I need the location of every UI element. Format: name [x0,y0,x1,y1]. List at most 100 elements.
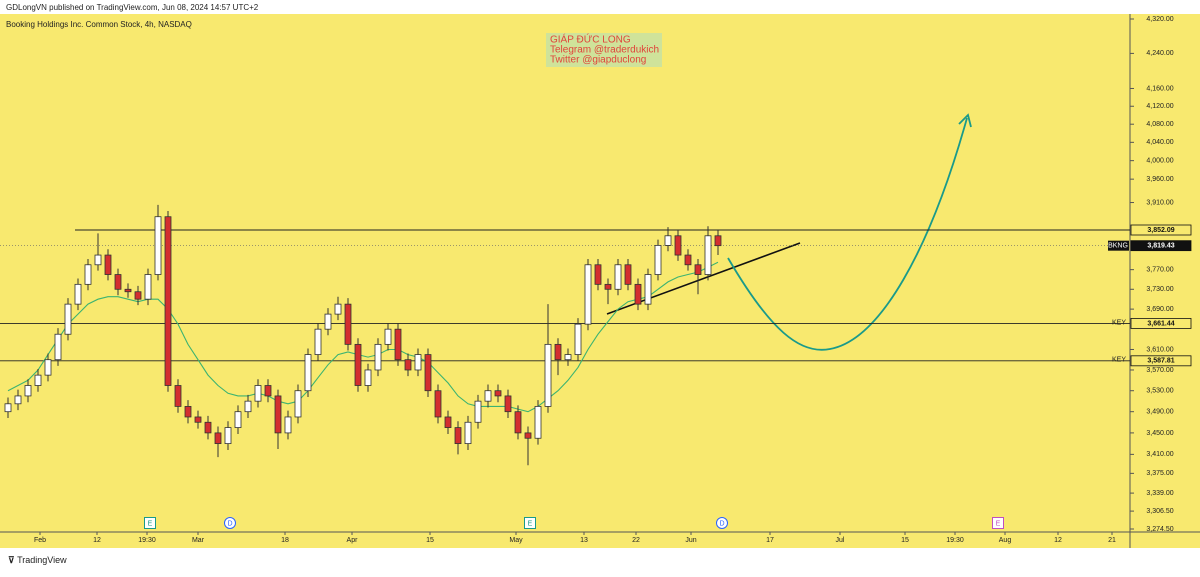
candle-body [224,427,232,445]
event-label: D [719,520,724,527]
x-tick-label: 13 [580,537,588,544]
y-tick-label: 3,770.00 [1146,266,1173,273]
candle-body [274,395,282,434]
candle-body [154,216,162,275]
level-tag: KEY [1112,319,1126,326]
candle-body [344,303,352,345]
event-label: E [996,520,1001,527]
footer-logo-text: ⊽ TradingView [8,555,67,565]
candle-body [564,354,572,361]
projection-arrow [727,117,968,351]
watermark-box [546,33,662,67]
candle-body [74,283,82,305]
candle-body [234,411,242,428]
candle-body [294,390,302,418]
candle-body [164,216,172,386]
x-tick-label: May [509,537,523,544]
candle-body [304,354,312,392]
candle-body [114,274,122,290]
event-badge [716,517,728,529]
price-label-bg [1130,355,1192,367]
y-tick-label: 4,320.00 [1146,16,1173,23]
candle-body [124,288,132,293]
x-tick-label: 12 [93,537,101,544]
candle-body [714,235,722,247]
candle-body [264,385,272,397]
y-tick-label: 3,306.50 [1146,508,1173,515]
candle-body [244,400,252,413]
candle-body [584,264,592,325]
candle-body [494,390,502,397]
candle-body [354,343,362,386]
price-label-bg [1130,224,1192,236]
candle-body [324,313,332,330]
candle-body [384,328,392,345]
y-tick-label: 3,960.00 [1146,176,1173,183]
candle-body [64,303,72,335]
price-label: 3,819.43 [1147,243,1174,250]
watermark-line: GIÁP ĐỨC LONG [550,33,631,46]
x-tick-label: Apr [347,537,359,544]
event-label: D [227,520,232,527]
x-tick-label: 15 [426,537,434,544]
candle-body [544,343,552,407]
y-tick-label: 3,690.00 [1146,306,1173,313]
x-tick-label: 19:30 [138,537,156,544]
moving-average [7,261,719,413]
x-tick-label: 22 [632,537,640,544]
symbol-tag-bg [1108,240,1128,251]
candle-body [204,421,212,434]
x-tick-label: 17 [766,537,774,544]
x-tick-label: Jun [685,537,696,544]
arrow-head [958,113,972,128]
candle-body [474,400,482,423]
candle-body [334,303,342,315]
y-tick-label: 3,910.00 [1146,199,1173,206]
candle-body [634,283,642,305]
candle-body [84,264,92,285]
candle-body [614,264,622,290]
candle-body [694,264,702,275]
y-tick-label: 4,040.00 [1146,139,1173,146]
y-tick-label: 4,000.00 [1146,157,1173,164]
candle-body [184,406,192,418]
candle-body [604,283,612,290]
x-tick-label: 19:30 [946,537,964,544]
event-badge [992,517,1004,529]
watermark-line: Telegram @traderdukich [550,45,659,56]
y-tick-label: 3,450.00 [1146,430,1173,437]
watermark-line: Twitter @giapduclong [550,55,646,66]
candle-body [684,254,692,266]
y-tick-label: 3,375.00 [1146,470,1173,477]
event-label: E [148,520,153,527]
candle-body [464,421,472,445]
candle-body [654,244,662,275]
candle-body [214,432,222,445]
y-tick-label: 4,120.00 [1146,103,1173,110]
x-tick-label: Mar [192,537,205,544]
event-badge [144,517,156,529]
x-tick-label: 21 [1108,537,1116,544]
candle-body [174,385,182,407]
candle-body [434,390,442,418]
candle-body [314,328,322,355]
x-tick-label: 12 [1054,537,1062,544]
x-tick-label: 15 [901,537,909,544]
candle-body [404,359,412,371]
candle-body [34,374,42,386]
candle-body [4,403,12,413]
candle-body [444,416,452,428]
candle-body [644,274,652,305]
candle-body [484,390,492,402]
candle-body [414,354,422,371]
candle-body [624,264,632,285]
event-badge [524,517,536,529]
candle-body [534,406,542,439]
candle-body [284,416,292,434]
candle-body [554,343,562,361]
candle-body [704,235,712,275]
price-label-bg [1130,318,1192,329]
candle-body [594,264,602,285]
candle-body [454,427,462,445]
x-tick-label: 18 [281,537,289,544]
